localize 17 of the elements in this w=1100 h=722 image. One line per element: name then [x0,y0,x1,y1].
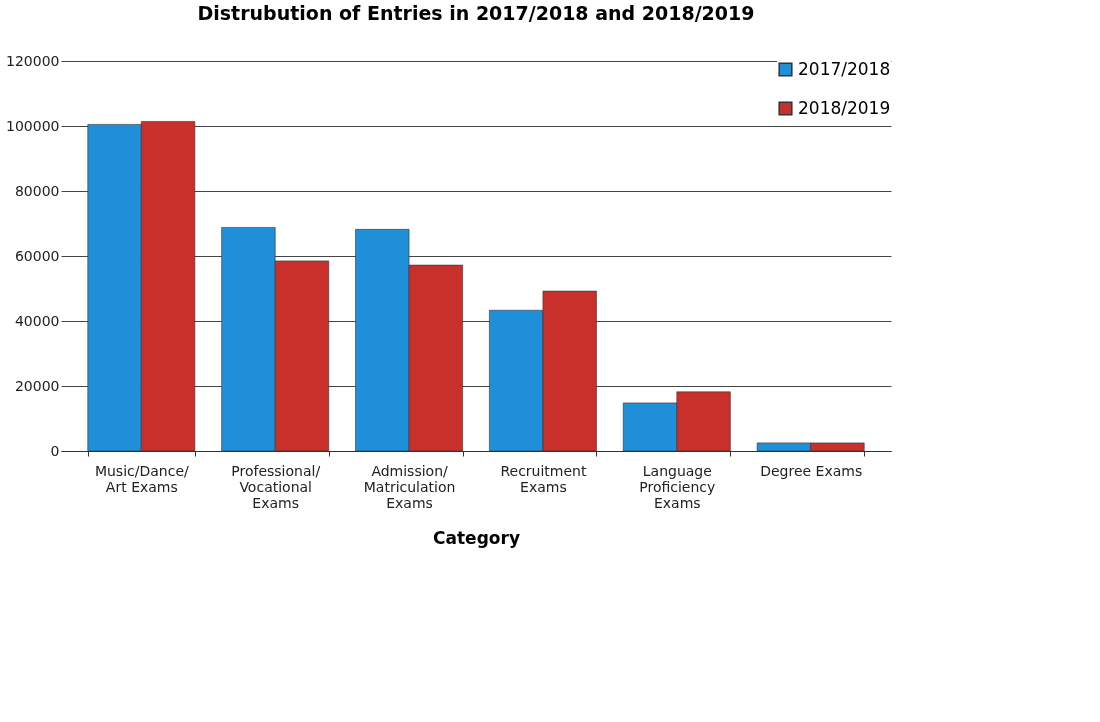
x-tick-label: Music/Dance/ Art Exams [94,462,190,495]
x-tick-label: Degree Exams [760,462,863,479]
y-tick-label: 20000 [14,377,60,394]
x-tick-label: Language Proficiency Exams [639,462,716,511]
y-tick-label: 100000 [6,117,60,134]
y-tick-label: 80000 [14,182,60,199]
x-axis-title: Category [433,527,520,548]
x-tick-label: Recruitment Exams [500,462,587,495]
x-tick-label: Admission/ Matriculation Exams [363,462,456,511]
y-tick-label: 60000 [14,247,60,264]
x-tick-label: Professional/ Vocational Exams [231,462,321,511]
y-tick-label: 40000 [14,312,60,329]
legend-label: 2018/2019 [798,97,891,118]
chart-title: Distrubution of Entries in 2017/2018 and 2018/2019 [197,2,755,24]
y-tick-label: 0 [50,442,60,459]
legend-label: 2017/2018 [798,58,891,79]
y-tick-label: 120000 [6,52,60,69]
